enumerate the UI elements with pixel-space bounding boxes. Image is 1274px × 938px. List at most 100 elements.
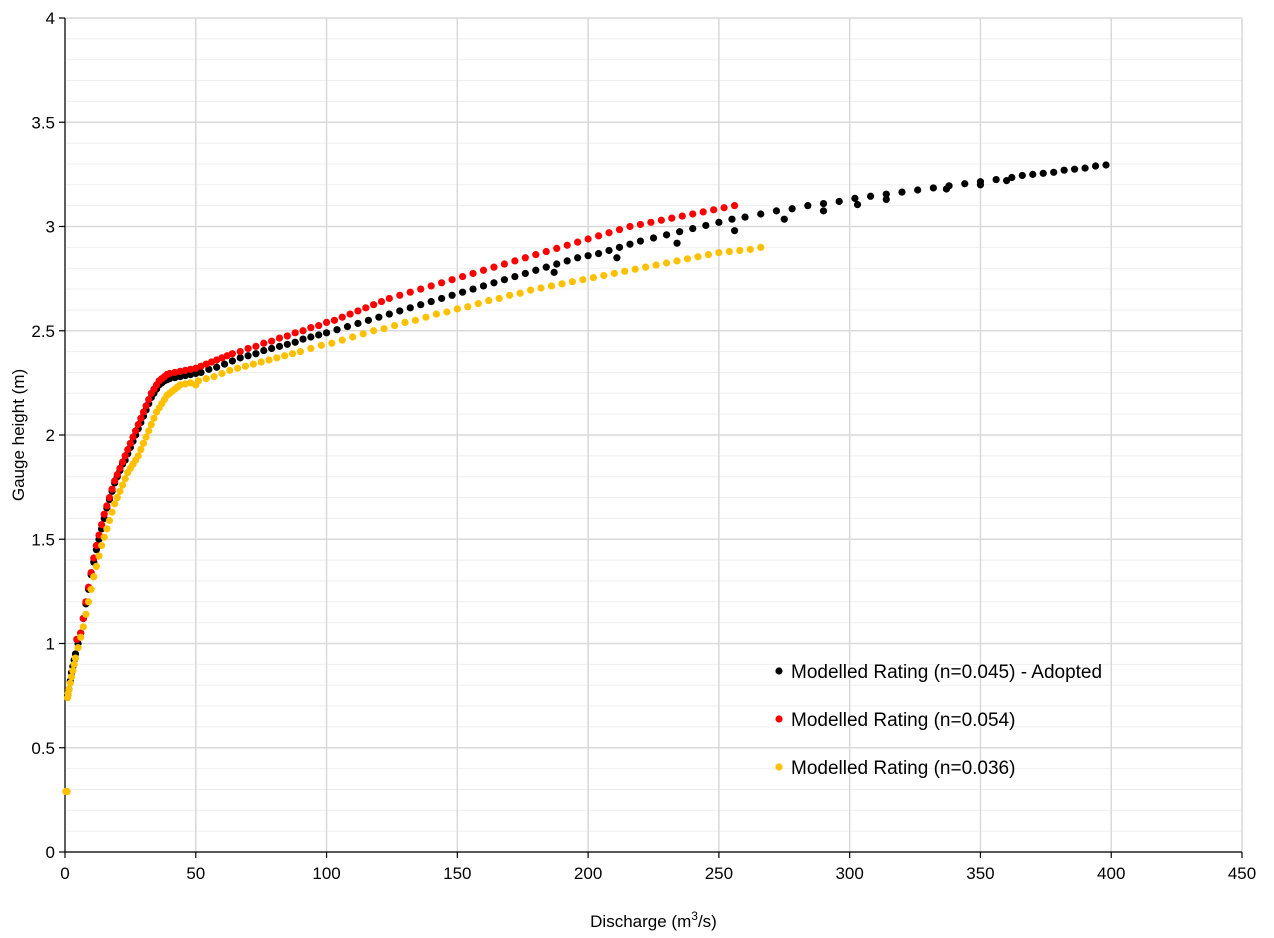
- data-point: [252, 342, 260, 350]
- data-point: [673, 239, 681, 247]
- data-point: [432, 310, 441, 318]
- data-point: [615, 226, 624, 234]
- data-point: [516, 289, 524, 297]
- data-point: [490, 279, 498, 287]
- data-point: [66, 679, 74, 687]
- data-point: [550, 268, 558, 276]
- x-tick-label: 350: [966, 864, 994, 883]
- data-point: [736, 246, 744, 255]
- x-tick-labels: 0 50 100 150 200 250 300 350 400 450: [60, 864, 1256, 883]
- data-point: [113, 493, 121, 502]
- data-point: [137, 445, 145, 454]
- data-point: [359, 330, 367, 338]
- data-point: [396, 291, 404, 299]
- axes: [59, 17, 1243, 858]
- data-point: [689, 210, 697, 218]
- data-point: [322, 329, 331, 337]
- data-point: [443, 308, 451, 316]
- data-point: [194, 377, 202, 385]
- data-point: [1003, 177, 1011, 185]
- data-point: [464, 303, 472, 311]
- data-point: [236, 348, 244, 356]
- data-point: [307, 344, 315, 353]
- data-point: [67, 673, 76, 681]
- data-point: [317, 341, 325, 349]
- data-point: [710, 206, 718, 214]
- data-point: [542, 247, 550, 256]
- data-point: [720, 204, 728, 212]
- data-point: [411, 316, 420, 324]
- data-point: [673, 257, 681, 265]
- data-point: [108, 508, 116, 516]
- data-point: [370, 327, 378, 335]
- data-point: [542, 263, 550, 271]
- x-tick-label: 300: [835, 864, 863, 883]
- data-point: [100, 533, 108, 541]
- data-point: [694, 253, 702, 261]
- data-point: [79, 623, 87, 631]
- data-points: [62, 161, 1110, 796]
- data-point: [600, 271, 608, 280]
- data-point: [385, 294, 393, 303]
- data-point: [98, 541, 106, 550]
- data-point: [579, 276, 587, 284]
- data-point: [265, 356, 273, 364]
- data-point: [613, 254, 621, 262]
- data-point: [780, 215, 788, 223]
- data-point: [448, 291, 456, 299]
- legend-label: Modelled Rating (n=0.054): [791, 710, 1015, 731]
- data-point: [479, 282, 488, 290]
- y-tick-labels: 0 0.5 1 1.5 2 2.5 3 3.5 4: [31, 9, 55, 862]
- data-point: [458, 272, 467, 281]
- data-point: [257, 358, 265, 366]
- data-point: [63, 787, 71, 796]
- data-point: [485, 296, 493, 305]
- data-point: [636, 220, 645, 229]
- data-point: [377, 297, 386, 306]
- data-point: [291, 329, 299, 337]
- data-point: [835, 197, 843, 206]
- data-point: [574, 238, 582, 246]
- data-point: [563, 257, 571, 265]
- data-point: [804, 202, 812, 210]
- data-point: [626, 240, 634, 248]
- data-point: [296, 348, 304, 356]
- data-point: [683, 255, 692, 263]
- data-point: [574, 254, 582, 262]
- data-point: [105, 516, 114, 525]
- data-point: [490, 263, 498, 271]
- data-point: [210, 373, 218, 381]
- data-point: [417, 285, 425, 293]
- legend-marker: [775, 715, 783, 723]
- data-point: [103, 525, 111, 533]
- data-point: [594, 250, 603, 258]
- data-point: [385, 310, 393, 318]
- data-point: [662, 259, 671, 267]
- data-point: [511, 272, 519, 281]
- data-point: [976, 178, 985, 186]
- data-point: [260, 346, 268, 355]
- data-point: [116, 487, 124, 495]
- data-point: [375, 313, 383, 321]
- x-tick-label: 400: [1097, 864, 1125, 883]
- data-point: [642, 263, 650, 271]
- data-point: [333, 326, 341, 334]
- data-point: [676, 228, 684, 236]
- data-point: [1071, 165, 1079, 173]
- data-point: [241, 362, 250, 370]
- data-point: [70, 660, 78, 668]
- data-point: [668, 214, 676, 222]
- legend-marker: [775, 667, 783, 675]
- data-point: [689, 224, 697, 233]
- data-point: [715, 248, 723, 257]
- data-point: [1060, 166, 1068, 174]
- data-point: [100, 510, 108, 518]
- data-point: [495, 294, 503, 303]
- data-point: [730, 202, 739, 210]
- data-point: [74, 644, 82, 652]
- data-point: [702, 221, 710, 230]
- x-tick-label: 200: [574, 864, 602, 883]
- data-point: [299, 327, 307, 335]
- data-point: [139, 408, 148, 416]
